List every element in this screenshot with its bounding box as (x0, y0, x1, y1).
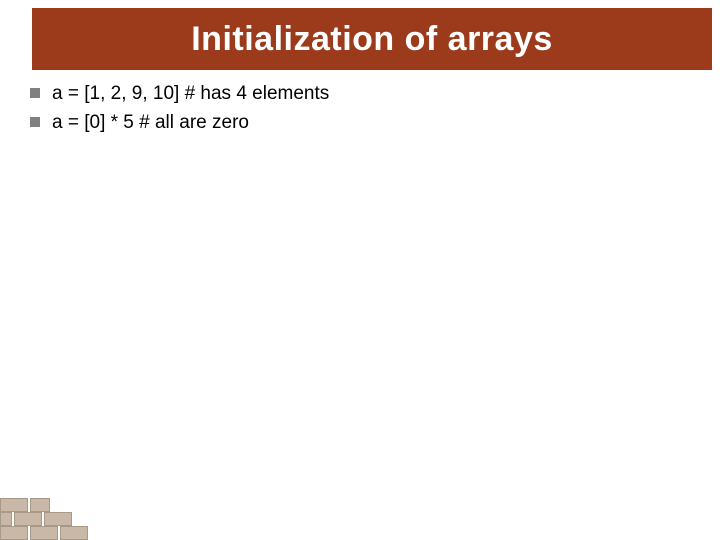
brick-icon (60, 526, 88, 540)
brick-icon (44, 512, 72, 526)
slide: Initialization of arrays a = [1, 2, 9, 1… (0, 0, 720, 540)
bullet-text: a = [1, 2, 9, 10] # has 4 elements (52, 82, 329, 107)
bullet-item: a = [1, 2, 9, 10] # has 4 elements (30, 82, 700, 107)
bullet-item: a = [0] * 5 # all are zero (30, 111, 700, 136)
title-bar: Initialization of arrays (32, 8, 712, 70)
brick-icon (30, 526, 58, 540)
slide-title: Initialization of arrays (191, 20, 553, 59)
bullet-marker-icon (30, 88, 40, 98)
slide-content: a = [1, 2, 9, 10] # has 4 elements a = [… (30, 82, 700, 139)
brick-icon (0, 526, 28, 540)
brick-icon (14, 512, 42, 526)
bullet-text: a = [0] * 5 # all are zero (52, 111, 249, 136)
footer-decoration (0, 480, 140, 540)
brick-icon (0, 498, 28, 512)
brick-icon (0, 512, 12, 526)
brick-icon (30, 498, 50, 512)
bullet-marker-icon (30, 117, 40, 127)
